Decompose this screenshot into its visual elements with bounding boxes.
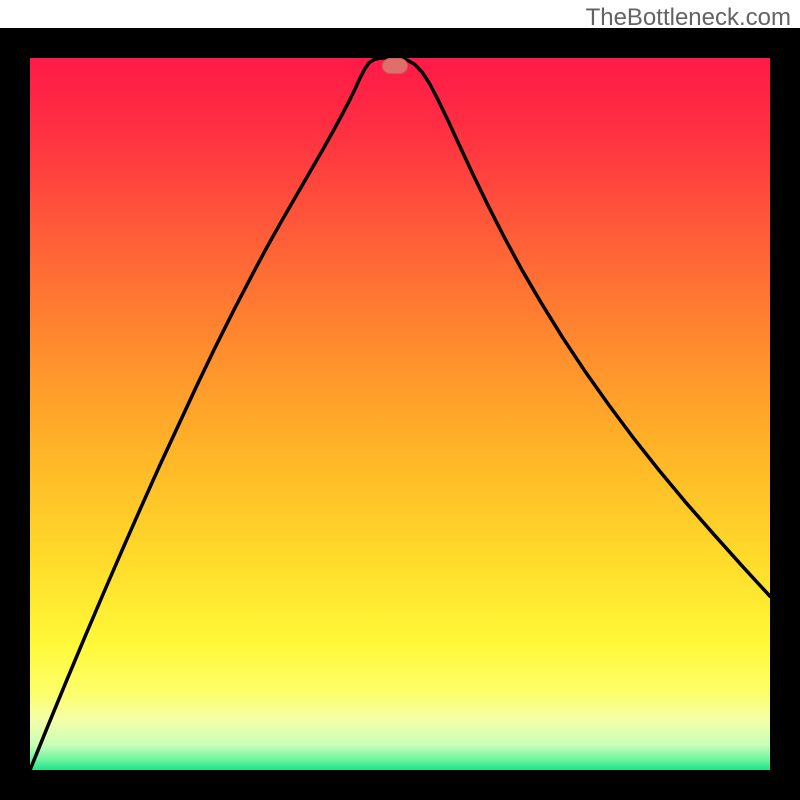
plot-area: [30, 58, 770, 770]
curve-path: [30, 58, 770, 770]
chart-stage: TheBottleneck.com: [0, 0, 800, 800]
optimum-marker: [382, 58, 408, 74]
bottleneck-curve: [30, 58, 770, 770]
